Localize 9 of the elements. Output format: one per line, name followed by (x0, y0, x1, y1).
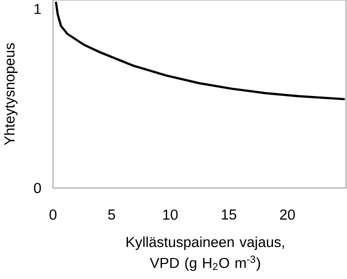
x-tick-label: 10 (163, 210, 178, 220)
line-series (54, 0, 346, 100)
y-axis-title: Yhteytysnopeus (4, 43, 18, 146)
x-axis-title: Kyllästuspaineen vajaus, VPD (g H$_{2}$O m$^{-3}$) (126, 236, 284, 271)
x-tick-label: 0 (50, 210, 56, 220)
x-tick-label: 5 (108, 210, 116, 220)
x-tick-label: 20 (280, 210, 295, 220)
y-tick-label: 1 (34, 4, 41, 14)
x-tick-label: 15 (222, 210, 236, 220)
